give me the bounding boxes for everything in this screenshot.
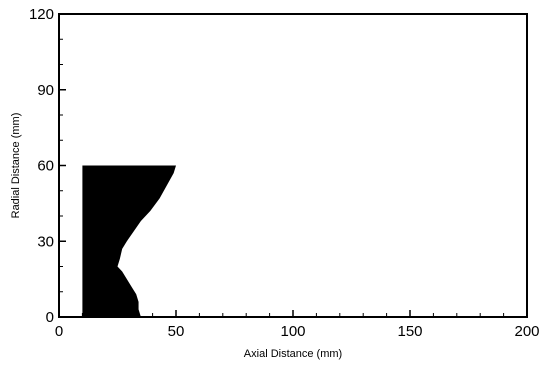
y-tick-label-90: 90	[37, 82, 54, 99]
x-tick-label-150: 150	[397, 323, 422, 340]
y-tick-label-30: 30	[37, 233, 54, 250]
x-tick-label-0: 0	[55, 323, 63, 340]
plot-frame	[58, 13, 528, 318]
x-tick-label-100: 100	[280, 323, 305, 340]
y-tick-label-0: 0	[46, 309, 54, 326]
x-tick-label-50: 50	[168, 323, 185, 340]
y-tick-label-120: 120	[29, 6, 54, 23]
y-axis-title: Radial Distance (mm)	[10, 113, 22, 219]
data-region-0	[82, 165, 176, 317]
x-axis-title: Axial Distance (mm)	[244, 348, 342, 360]
x-tick-label-200: 200	[514, 323, 539, 340]
y-tick-label-60: 60	[37, 158, 54, 175]
plot-area	[82, 165, 176, 317]
